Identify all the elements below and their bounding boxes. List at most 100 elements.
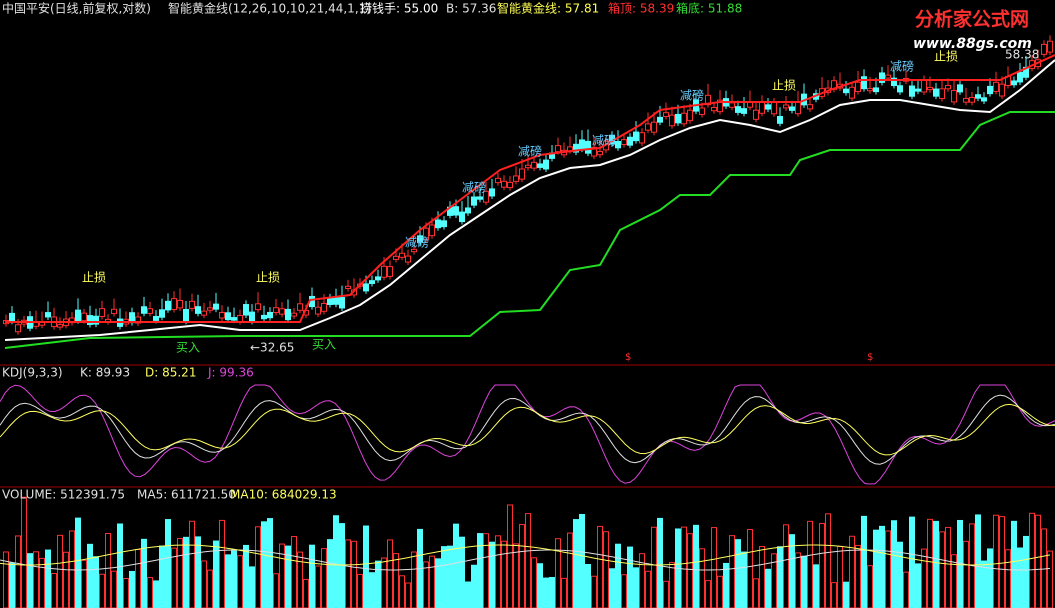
candle xyxy=(633,131,639,142)
volume-bar xyxy=(357,573,363,608)
candle xyxy=(753,109,759,120)
kdj-label: KDJ(9,3,3) xyxy=(2,366,63,380)
volume-bar xyxy=(81,559,87,608)
candle xyxy=(195,306,201,314)
candle xyxy=(147,308,153,314)
volume-bar xyxy=(435,558,441,608)
volume-bar xyxy=(477,533,483,608)
volume-bar xyxy=(369,572,375,608)
candle xyxy=(189,300,195,309)
volume-bar xyxy=(903,571,909,608)
volume-bar xyxy=(867,565,873,608)
volume-bar xyxy=(471,564,477,608)
candle xyxy=(477,196,483,200)
candle xyxy=(711,106,717,112)
candle xyxy=(933,88,939,97)
candle xyxy=(645,123,651,131)
volume-bar xyxy=(999,516,1005,608)
candle xyxy=(915,88,921,92)
candle xyxy=(501,180,507,188)
volume-bar xyxy=(237,555,243,608)
candle xyxy=(405,255,411,263)
volume-bar xyxy=(963,540,969,608)
volume-bar xyxy=(363,525,369,608)
volume-bar xyxy=(129,570,135,608)
candle xyxy=(591,146,597,157)
volume-bar xyxy=(795,552,801,608)
volume-bar xyxy=(657,517,663,608)
candle xyxy=(207,307,213,311)
candle xyxy=(399,252,405,258)
volume-bar xyxy=(717,575,723,608)
volume-ma xyxy=(0,544,1051,566)
volume-bar xyxy=(321,548,327,608)
candle xyxy=(525,164,531,169)
volume-bar xyxy=(699,548,705,608)
candle xyxy=(213,303,219,310)
candle xyxy=(1041,43,1047,55)
candle xyxy=(363,283,369,292)
candle xyxy=(543,159,549,170)
volume-bar xyxy=(117,523,123,608)
candle xyxy=(579,139,585,150)
volume-bar xyxy=(753,578,759,608)
volume-bar xyxy=(765,568,771,608)
volume-bar xyxy=(249,566,255,608)
buy-label: 买入 xyxy=(176,341,200,355)
volume-bar xyxy=(1005,549,1011,608)
candle xyxy=(375,276,381,281)
volume-bar xyxy=(147,577,153,608)
candle xyxy=(93,315,99,325)
candle xyxy=(657,116,663,123)
candle xyxy=(273,307,279,313)
candle xyxy=(531,161,537,169)
candle xyxy=(729,102,735,108)
candle xyxy=(789,106,795,111)
volume-bar xyxy=(393,553,399,608)
signal: $ xyxy=(867,352,873,363)
volume-bar xyxy=(981,560,987,608)
volume-bar xyxy=(945,526,951,608)
volume-bar xyxy=(837,546,843,608)
volume-bar xyxy=(543,577,549,608)
candle xyxy=(171,298,177,310)
candle xyxy=(963,97,969,103)
kdj-line xyxy=(0,384,1055,485)
volume-bar xyxy=(501,540,507,608)
volume-bar xyxy=(33,551,39,608)
candle xyxy=(849,86,855,99)
candle xyxy=(699,107,705,115)
candle xyxy=(471,196,477,206)
candle xyxy=(495,177,501,184)
volume-bar xyxy=(567,532,573,608)
candle xyxy=(909,85,915,97)
candle xyxy=(441,220,447,228)
candle xyxy=(537,163,543,168)
volume-bar xyxy=(351,540,357,608)
volume-bar xyxy=(525,513,531,608)
candle xyxy=(807,104,813,110)
candle xyxy=(429,224,435,237)
candle xyxy=(9,312,15,322)
volume-bar xyxy=(291,536,297,608)
candle xyxy=(795,101,801,115)
volume-bar xyxy=(75,517,81,608)
volume-bar xyxy=(189,520,195,608)
volume-bar xyxy=(597,525,603,608)
candle xyxy=(459,211,465,223)
candle xyxy=(465,207,471,214)
reduce-label: 减磅 xyxy=(592,133,616,148)
volume-bar xyxy=(111,570,117,608)
volume-bar xyxy=(555,538,561,608)
candle xyxy=(957,84,963,93)
volume-bar xyxy=(519,524,525,608)
reduce-label: 减磅 xyxy=(405,235,429,250)
stop-label: 止损 xyxy=(82,271,106,285)
volume-bar xyxy=(441,546,447,608)
volume-bar xyxy=(507,504,513,608)
reduce-label: 减磅 xyxy=(462,180,486,195)
volume-bar xyxy=(549,577,555,608)
ma-line xyxy=(4,59,1055,341)
volume-bar xyxy=(219,519,225,608)
